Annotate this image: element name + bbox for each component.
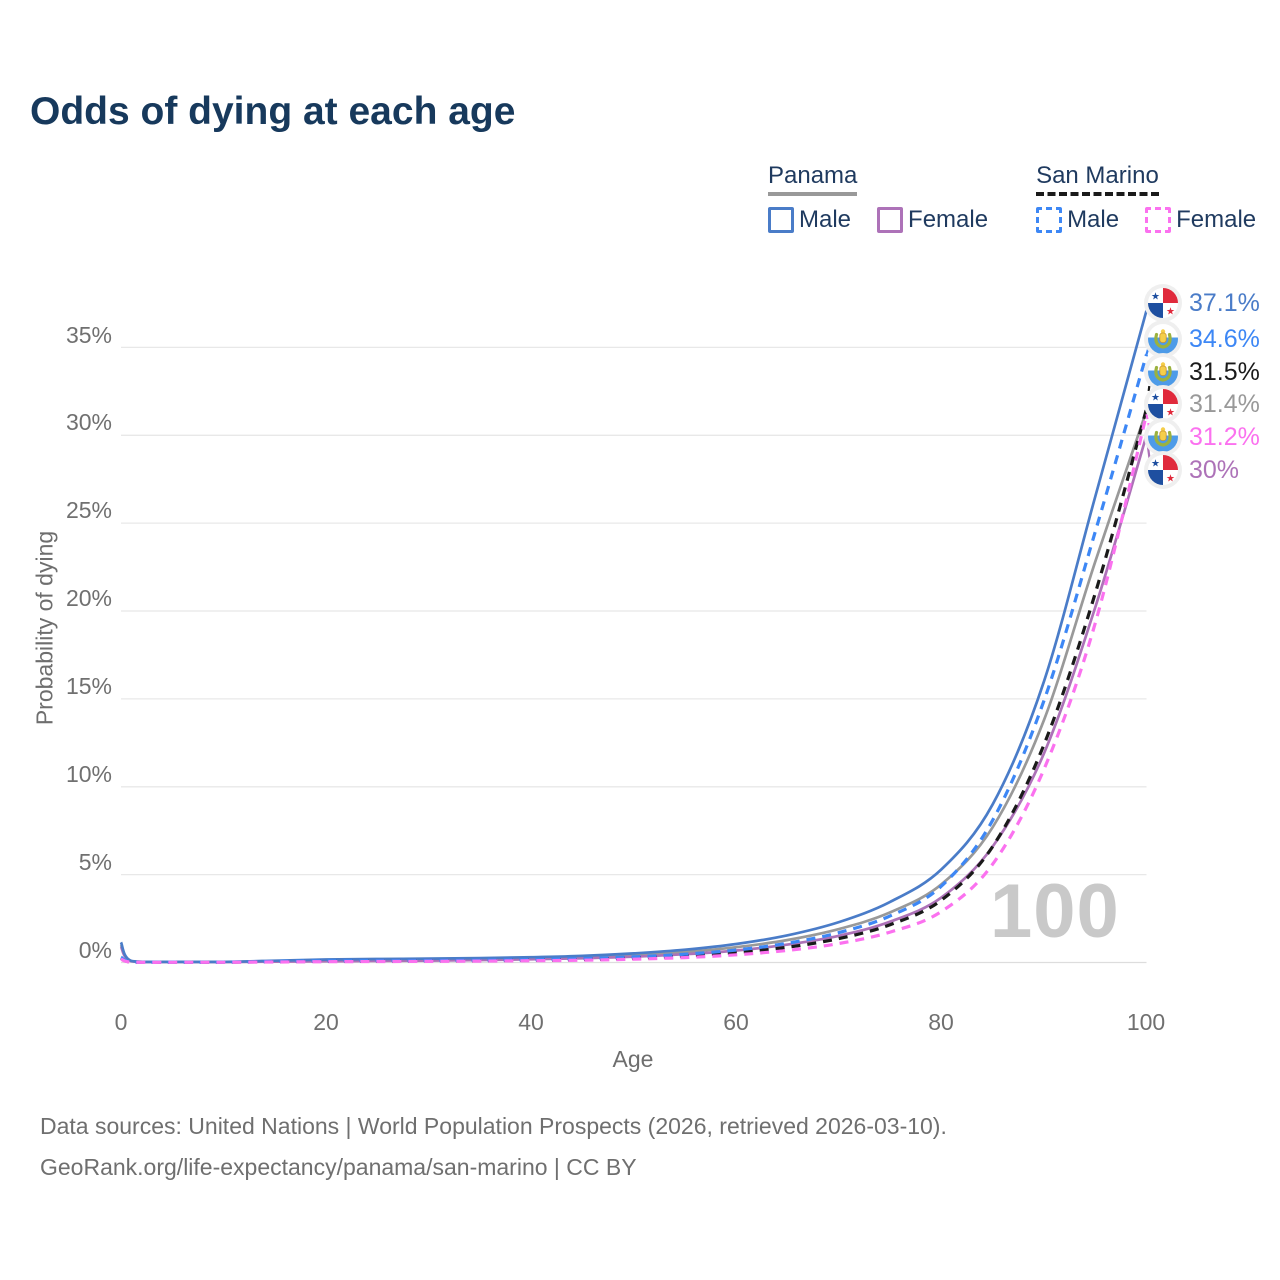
- end-label-value: 37.1%: [1189, 288, 1260, 317]
- panama-male-swatch-icon: [768, 207, 794, 233]
- panama-female-swatch-icon: [877, 207, 904, 233]
- panama-flag-icon: [1144, 451, 1182, 489]
- series-line-san-marino-all[interactable]: [120, 408, 1149, 964]
- end-label-panama-female: 30%: [1144, 451, 1239, 489]
- series-line-san-marino-female[interactable]: [120, 413, 1149, 964]
- end-label-value: 31.4%: [1189, 389, 1260, 418]
- end-label-san-marino-female: 31.2%: [1144, 418, 1260, 456]
- end-label-san-marino-all: 31.5%: [1144, 353, 1260, 391]
- legend-group-panama: Panama Male Female: [768, 163, 988, 234]
- series-line-san-marino-male[interactable]: [120, 353, 1149, 964]
- legend-country-san-marino: San Marino: [1036, 163, 1159, 196]
- legend-label: Male: [1067, 206, 1120, 233]
- end-label-panama-all: 31.4%: [1144, 385, 1260, 423]
- end-label-san-marino-male: 34.6%: [1144, 320, 1260, 358]
- legend-item-san-marino-male[interactable]: Male: [1036, 206, 1119, 234]
- legend-label: Male: [799, 206, 852, 233]
- age-watermark: 100: [990, 869, 1120, 954]
- end-label-panama-male: 37.1%: [1144, 284, 1260, 322]
- legend-item-san-marino-female[interactable]: Female: [1145, 206, 1256, 234]
- legend: Panama Male Female San Marino Male Femal…: [768, 163, 1256, 234]
- legend-item-panama-female[interactable]: Female: [877, 206, 988, 234]
- legend-group-san-marino: San Marino Male Female: [1036, 163, 1256, 234]
- end-label-value: 31.5%: [1189, 357, 1260, 386]
- end-label-value: 34.6%: [1189, 324, 1260, 353]
- san-marino-female-swatch-icon: [1145, 207, 1172, 233]
- end-label-value: 31.2%: [1189, 422, 1260, 451]
- legend-label: Female: [1176, 206, 1257, 233]
- legend-item-panama-male[interactable]: Male: [768, 206, 851, 234]
- san-marino-male-swatch-icon: [1036, 207, 1063, 233]
- legend-country-panama: Panama: [768, 163, 858, 196]
- end-label-value: 30%: [1189, 455, 1240, 484]
- panama-flag-icon: [1144, 284, 1182, 322]
- legend-label: Female: [908, 206, 989, 233]
- series-line-panama-all[interactable]: [119, 410, 1148, 964]
